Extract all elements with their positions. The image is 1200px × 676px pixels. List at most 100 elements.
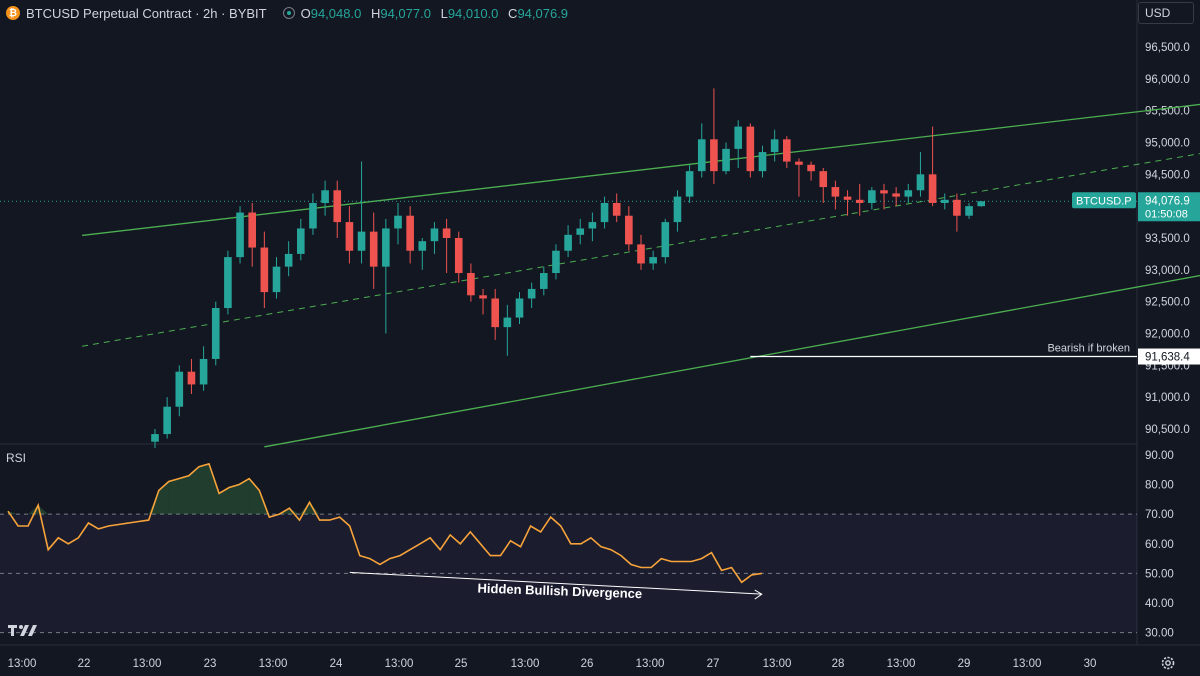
candle-body <box>369 231 378 267</box>
rsi-overbought-fill <box>249 478 260 515</box>
rsi-overbought-fill <box>209 463 220 515</box>
time-tick-label: 26 <box>581 658 594 670</box>
rsi-tick-label: 60.00 <box>1145 539 1174 551</box>
candle-body <box>855 199 864 203</box>
candle-body <box>321 190 329 203</box>
rsi-line <box>7 462 762 584</box>
candle-body <box>795 161 803 165</box>
candle-body <box>697 139 706 172</box>
candle-body <box>843 196 852 200</box>
price-tick-label: 95,000.0 <box>1145 138 1190 150</box>
candle-body <box>442 228 451 239</box>
candle-body <box>916 174 925 191</box>
candle-body <box>710 139 718 172</box>
rsi-overbought-fill <box>299 502 310 515</box>
candle-body <box>357 231 366 251</box>
candle-body <box>807 164 815 172</box>
candle-body <box>515 298 524 318</box>
candle-body <box>564 234 572 251</box>
candle-body <box>868 190 876 203</box>
tradingview-logo-icon[interactable] <box>8 622 38 638</box>
divergence-annotation-text: Hidden Bullish Divergence <box>477 581 642 602</box>
rsi-overbought-fill <box>219 487 230 515</box>
settings-gear-icon[interactable] <box>1160 655 1176 671</box>
candle-body <box>758 152 767 172</box>
candle-body <box>479 295 487 299</box>
candle-body <box>722 148 730 172</box>
time-tick-label: 29 <box>958 658 971 670</box>
countdown-text: 01:50:08 <box>1145 208 1188 220</box>
price-tick-label: 94,500.0 <box>1145 169 1190 181</box>
candle-body <box>430 228 439 242</box>
candle-body <box>151 434 159 442</box>
time-tick-label: 13:00 <box>511 658 540 670</box>
rsi-indicator-label[interactable]: RSI <box>6 451 27 465</box>
symbol-tag <box>1072 192 1136 209</box>
time-tick-label: 13:00 <box>259 658 288 670</box>
rsi-overbought-fill <box>198 463 209 515</box>
price-tick-label: 95,500.0 <box>1145 106 1190 118</box>
time-tick-label: 24 <box>330 658 343 670</box>
price-tick-label: 90,500.0 <box>1145 424 1190 436</box>
rsi-tick-label: 30.00 <box>1145 628 1174 640</box>
time-tick-label: 23 <box>204 658 217 670</box>
divergence-arrow-head <box>754 589 763 600</box>
candle-body <box>783 139 791 162</box>
divergence-arrow-line <box>349 571 762 595</box>
candle-body <box>625 215 633 245</box>
candle-body <box>345 222 354 251</box>
rsi-tick-label: 40.00 <box>1145 598 1174 610</box>
time-tick-label: 28 <box>832 658 845 670</box>
time-tick-label: 13:00 <box>636 658 665 670</box>
candle-body <box>333 190 342 223</box>
currency-selector[interactable]: USD <box>1138 2 1194 24</box>
candle-body <box>588 222 597 229</box>
time-tick-label: 13:00 <box>763 658 792 670</box>
ohlc-low-value: 94,010.0 <box>447 5 499 21</box>
candle-body <box>600 202 609 223</box>
bitcoin-icon: ₿ <box>6 6 20 20</box>
ohlc-open-value: 94,048.0 <box>310 5 362 21</box>
time-tick-label: 13:00 <box>133 658 162 670</box>
rsi-tick-label: 80.00 <box>1145 480 1174 492</box>
candle-body <box>224 257 232 309</box>
last-price-tag <box>1138 192 1200 222</box>
ohlc-low-key: L <box>440 5 448 21</box>
candle-body <box>552 250 560 274</box>
price-tick-label: 93,000.0 <box>1145 265 1190 277</box>
time-tick-label: 13:00 <box>8 658 37 670</box>
candle-body <box>649 257 657 264</box>
candle-body <box>612 202 621 216</box>
candle-body <box>503 317 512 328</box>
rsi-overbought-fill <box>8 511 19 515</box>
candle-body <box>977 201 985 207</box>
rsi-overbought-fill <box>239 478 250 515</box>
candle-body <box>540 273 548 289</box>
candle-body <box>953 199 961 216</box>
candle-body <box>309 202 317 229</box>
price-tick-label: 91,000.0 <box>1145 392 1190 404</box>
candle-body <box>211 308 220 359</box>
price-tick-label: 96,000.0 <box>1145 74 1190 86</box>
time-tick-label: 27 <box>707 658 720 670</box>
candle-body <box>454 238 463 274</box>
price-tick-label: 96,500.0 <box>1145 42 1190 54</box>
candle-body <box>770 139 779 153</box>
candle-body <box>248 212 256 248</box>
channel-line-solid <box>264 274 1200 448</box>
visibility-eye-icon[interactable] <box>282 7 295 19</box>
candle-body <box>685 171 694 197</box>
candle-body <box>734 126 742 149</box>
level-price-tag-text: 91,638.4 <box>1145 352 1190 364</box>
symbol-title[interactable]: BTCUSD Perpetual Contract · 2h · BYBIT <box>26 5 267 21</box>
price-tick-label: 93,500.0 <box>1145 233 1190 245</box>
level-price-tag <box>1138 348 1200 365</box>
candle-body <box>819 171 828 188</box>
channel-line-dashed <box>82 153 1200 347</box>
ohlc-close-value: 94,076.9 <box>517 5 569 21</box>
price-tick-label: 92,500.0 <box>1145 297 1190 309</box>
channel-line-solid <box>82 103 1200 237</box>
candle-body <box>382 228 390 267</box>
